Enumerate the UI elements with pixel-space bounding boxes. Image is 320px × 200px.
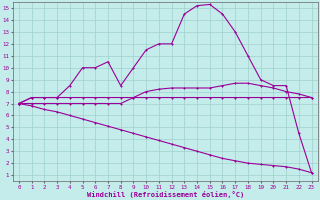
X-axis label: Windchill (Refroidissement éolien,°C): Windchill (Refroidissement éolien,°C) [87,191,244,198]
